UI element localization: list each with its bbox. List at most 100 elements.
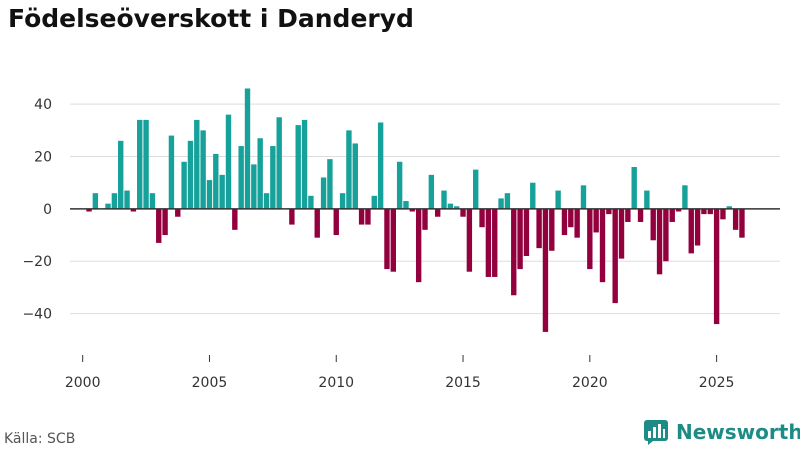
page-title: Födelseöverskott i Danderyd [8,4,414,33]
bar [333,208,339,236]
bar [314,208,320,238]
bar [276,117,282,209]
bar [434,208,441,217]
y-axis-ticks: −40 −20 0 20 40 [22,97,52,322]
bar [631,167,637,209]
bar [143,119,149,209]
bar [492,208,498,277]
bar [168,135,175,209]
x-tick-label: 2000 [65,375,101,391]
bar [270,146,276,209]
bar-chart: −40 −20 0 20 40 2000 2005 2010 2015 2020 2025 [22,88,780,391]
bar [377,122,384,209]
bar [707,208,713,215]
bar [739,208,745,238]
bar [523,208,530,256]
newsworthy-logo-icon [644,420,668,445]
bar [447,203,454,209]
bar [225,114,232,209]
bar [574,208,580,238]
x-axis-ticks: 2000 2005 2010 2015 2020 2025 [65,355,735,391]
bar [511,208,517,296]
source-label: Källa: SCB [4,431,76,447]
bar [251,164,257,209]
bar [498,198,504,209]
x-tick-label: 2015 [445,375,481,391]
bar [384,208,390,270]
bar [263,193,270,209]
brand-logo: Newsworthy [643,419,800,445]
x-tick-label: 2010 [318,375,354,391]
x-tick-label: 2025 [699,375,735,391]
bar [568,208,574,228]
y-tick-label: −20 [22,254,52,270]
bar [409,208,416,212]
bar [682,185,688,209]
bar [542,208,549,332]
bar [137,119,143,209]
bar [390,208,396,272]
bar [650,208,656,241]
bar [688,208,694,254]
bar [726,206,732,209]
bar [701,208,707,215]
bar [694,208,701,246]
bar [675,208,682,212]
brand-name: Newsworthy [676,420,800,444]
bar [530,182,536,209]
bar [415,208,422,283]
bar [555,190,561,209]
bar [156,208,162,243]
bar [536,208,542,249]
bar [105,203,111,209]
bar [669,208,675,222]
bar [403,201,409,209]
bar [454,206,460,209]
bar [625,208,631,222]
bar [644,190,650,209]
bar [422,208,428,230]
bar [371,195,377,209]
bar [612,208,618,304]
bar [485,208,492,277]
bar [618,208,625,259]
bar [713,208,720,325]
bar [732,208,739,230]
bar [720,208,726,220]
x-tick-label: 2020 [572,375,608,391]
bar [327,159,333,209]
bar [308,195,314,209]
bar [232,208,238,230]
bar [346,130,352,209]
bar [301,119,308,209]
bar [149,193,156,209]
bar [637,208,644,222]
bar [289,208,295,225]
bar [194,119,200,209]
bar [599,208,606,283]
bar [656,208,663,275]
bar [460,208,466,217]
bar [466,208,473,272]
bar [219,174,225,209]
bar [130,208,137,212]
bar [365,208,371,225]
bar [339,193,346,209]
bar [200,130,206,209]
bar [238,146,244,209]
y-tick-label: 0 [43,202,52,218]
bar [549,208,555,251]
bar [86,208,92,212]
bar [587,208,593,270]
bar [352,143,358,209]
bar [162,208,168,236]
bar [92,193,99,209]
y-tick-label: −40 [22,307,52,323]
bar [118,140,124,209]
bar [504,193,511,209]
bar [295,125,301,209]
bar [181,161,187,209]
bar [473,169,479,209]
bar [206,180,213,209]
bars [86,88,745,332]
